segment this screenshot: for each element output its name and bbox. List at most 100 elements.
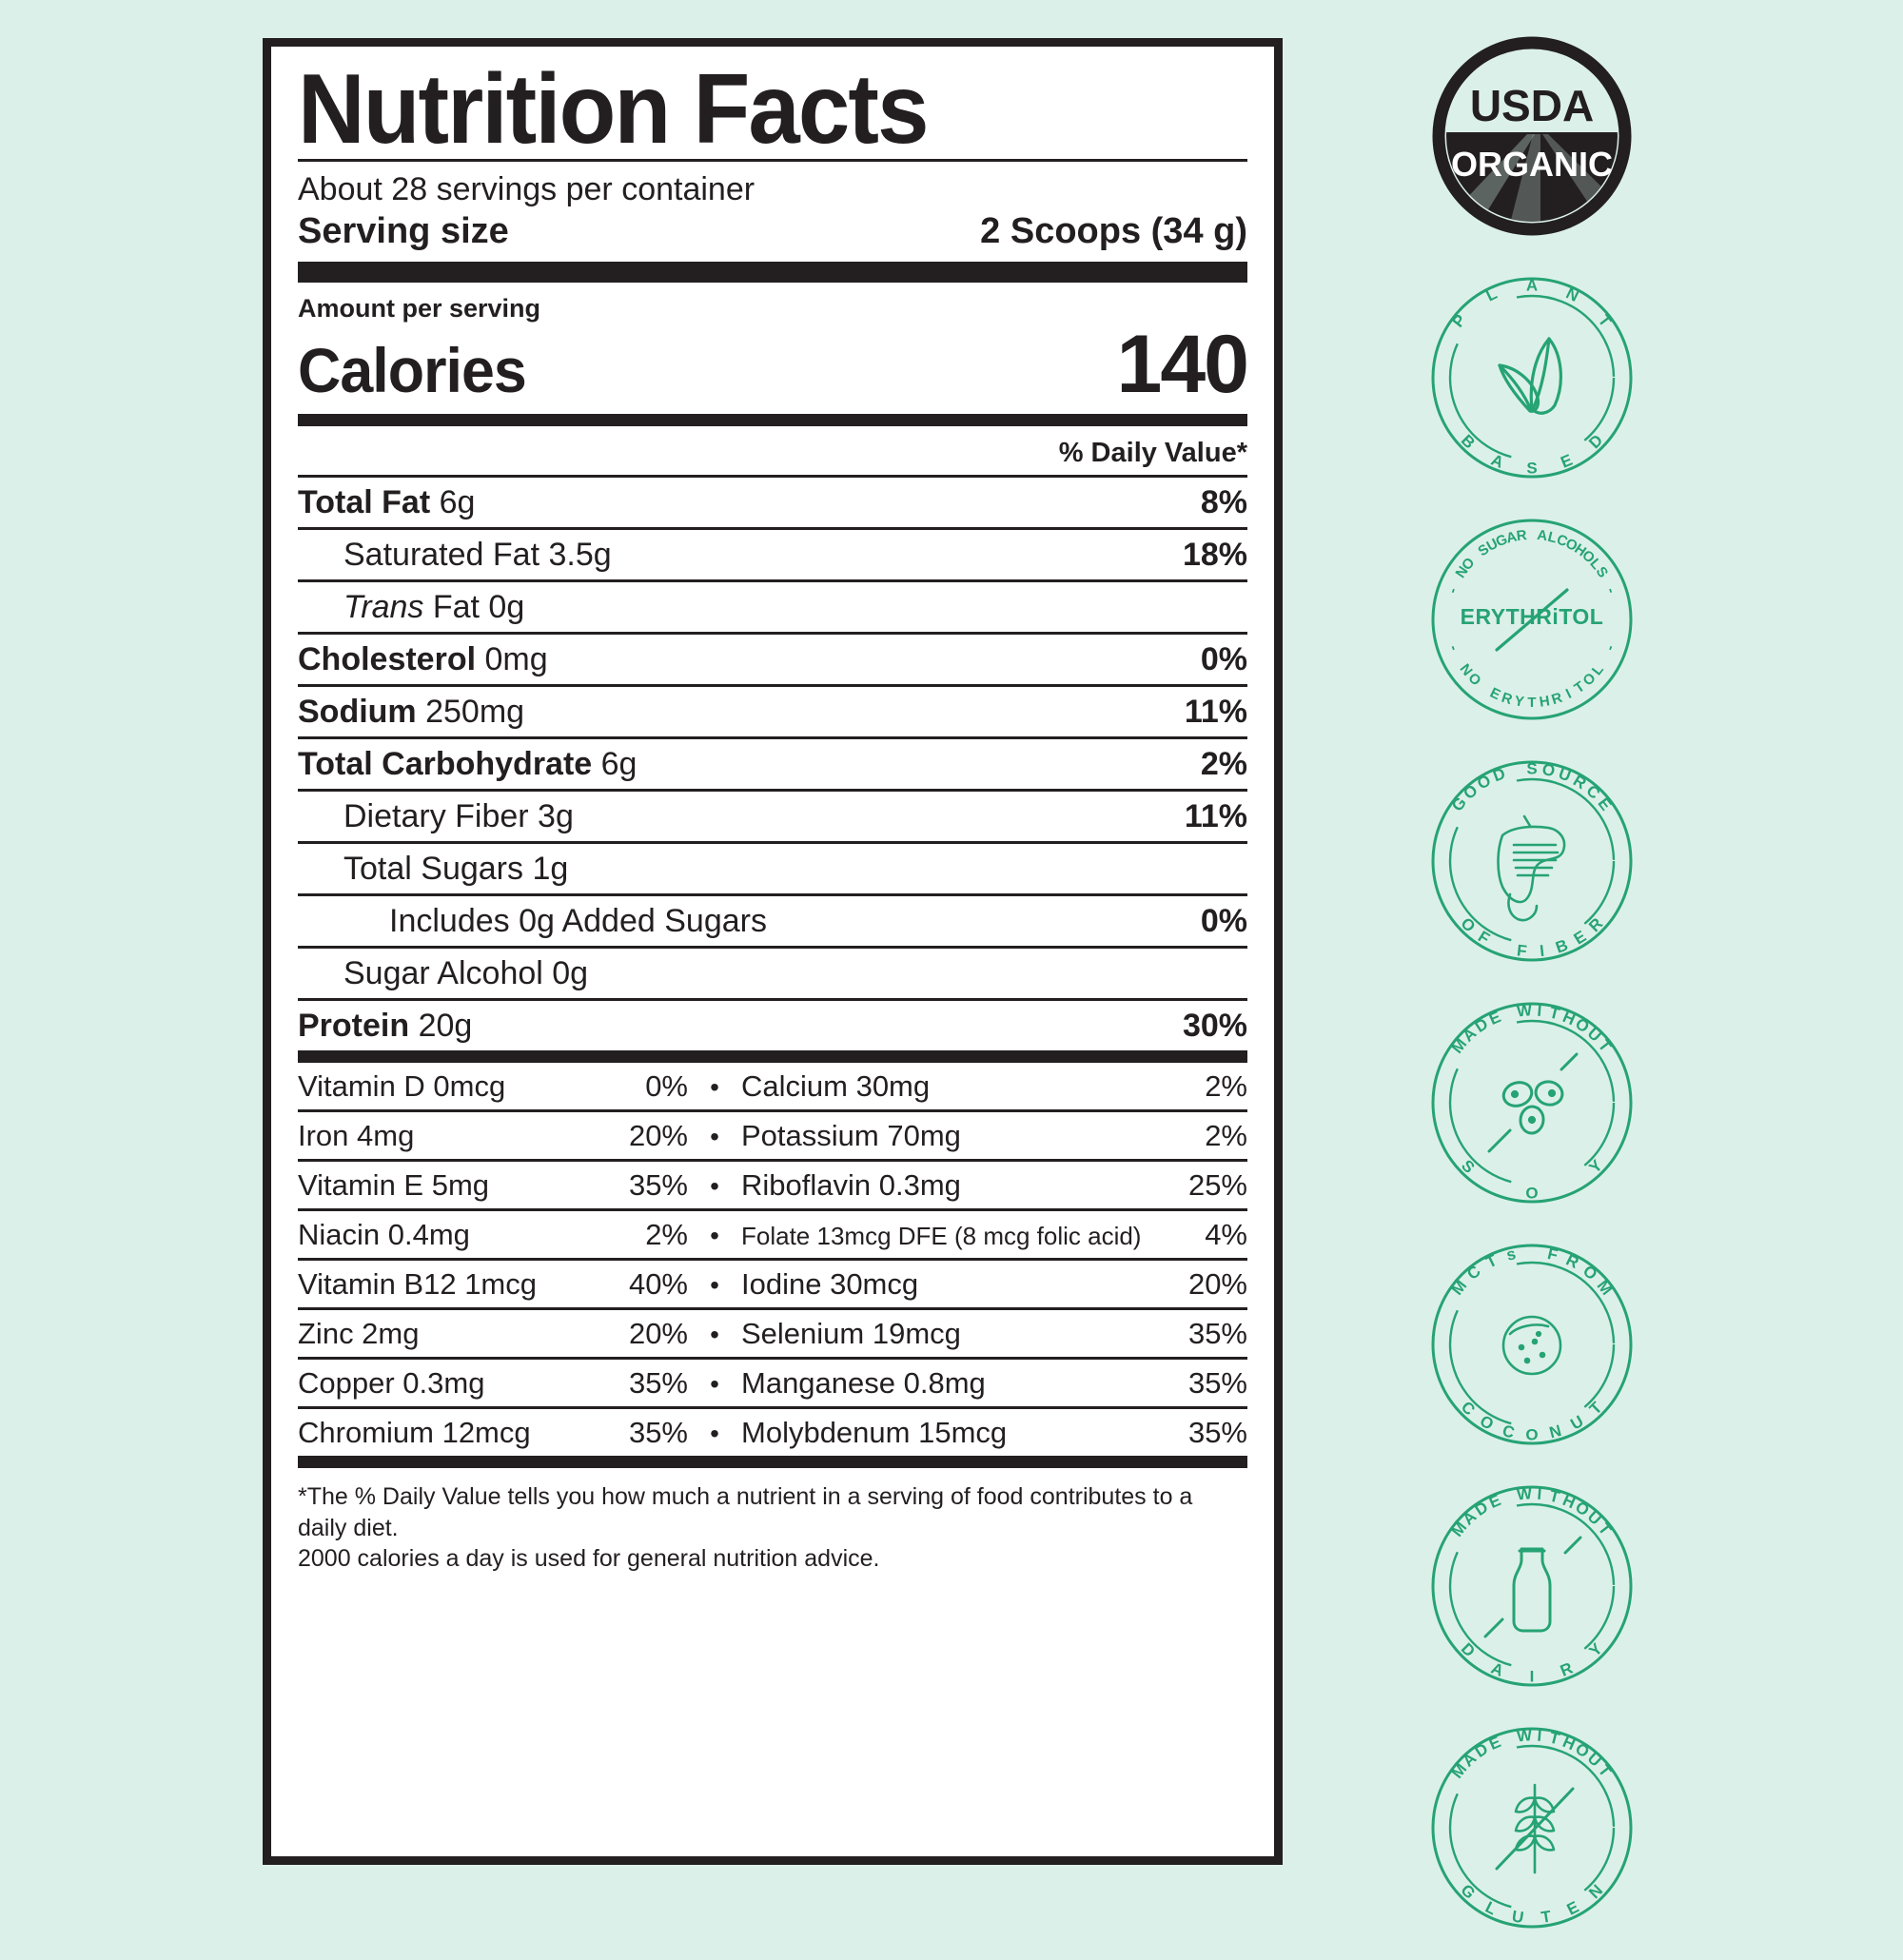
nutrient-name: Total Fat 6g bbox=[298, 484, 476, 521]
vitamin-pct-left: 35% bbox=[628, 1366, 688, 1401]
vitamin-pct-left: 2% bbox=[645, 1218, 688, 1252]
svg-text:B: B bbox=[1553, 936, 1570, 957]
vitamin-name-right: Calcium 30mg bbox=[741, 1069, 931, 1104]
leaf-icon: PL A NT BA S ED bbox=[1431, 276, 1633, 479]
footnote-line-2: 2000 calories a day is used for general … bbox=[298, 1545, 880, 1573]
nutrient-name: Cholesterol 0mg bbox=[298, 641, 548, 678]
svg-text:S: S bbox=[1526, 459, 1537, 477]
bullet-separator-icon: • bbox=[710, 1072, 719, 1103]
vitamin-name-left: Chromium 12mcg bbox=[298, 1416, 531, 1450]
title-divider bbox=[298, 158, 1247, 162]
nutrient-name: Protein 20g bbox=[298, 1008, 473, 1045]
bullet-separator-icon: • bbox=[710, 1221, 719, 1251]
medium-divider bbox=[298, 414, 1247, 427]
nutrient-name: Includes 0g Added Sugars bbox=[389, 903, 767, 940]
svg-text:C: C bbox=[1463, 1262, 1484, 1283]
vitamin-row: Iron 4mg 20% • Potassium 70mg 2% bbox=[298, 1109, 1247, 1159]
nutrient-daily-value: 18% bbox=[1182, 537, 1247, 574]
nutrient-daily-value: 0% bbox=[1200, 903, 1247, 940]
nutrient-row: Trans Fat 0g bbox=[298, 579, 1247, 632]
thick-divider-top bbox=[298, 262, 1247, 284]
vitamin-name-left: Vitamin D 0mcg bbox=[298, 1069, 506, 1104]
vitamin-name-right: Selenium 19mcg bbox=[741, 1317, 961, 1351]
nutrient-name: Trans Fat 0g bbox=[343, 589, 525, 626]
svg-text:S: S bbox=[1526, 759, 1537, 777]
svg-text:N: N bbox=[1585, 1881, 1606, 1902]
vitamin-name-right: Potassium 70mg bbox=[741, 1119, 961, 1153]
vitamin-pct-left: 40% bbox=[628, 1267, 688, 1302]
svg-text:O: O bbox=[1525, 1425, 1538, 1443]
svg-text:-: - bbox=[1602, 585, 1619, 596]
bullet-separator-icon: • bbox=[710, 1171, 719, 1202]
svg-text:E: E bbox=[1486, 1008, 1503, 1029]
amount-per-serving-label: Amount per serving bbox=[298, 294, 541, 323]
nutrient-daily-value: 2% bbox=[1200, 746, 1247, 783]
nutrient-daily-value: 30% bbox=[1182, 1008, 1247, 1045]
vitamin-row: Copper 0.3mg 35% • Manganese 0.8mg 35% bbox=[298, 1357, 1247, 1406]
svg-text:A: A bbox=[1526, 276, 1538, 294]
svg-text:R: R bbox=[1550, 690, 1565, 709]
svg-text:-: - bbox=[1601, 643, 1619, 654]
svg-text:ERYTHRiTOL: ERYTHRiTOL bbox=[1461, 604, 1604, 629]
svg-text:I: I bbox=[1537, 1727, 1542, 1745]
page-title: Nutrition Facts bbox=[298, 54, 929, 165]
nutrient-row: Dietary Fiber 3g 11% bbox=[298, 789, 1247, 841]
vitamin-name-right: Riboflavin 0.3mg bbox=[741, 1168, 961, 1203]
svg-text:G: G bbox=[1457, 1881, 1479, 1903]
vitamin-row: Vitamin D 0mcg 0% • Calcium 30mg 2% bbox=[298, 1063, 1247, 1109]
nutrient-row: Total Fat 6g 8% bbox=[298, 475, 1247, 527]
svg-text:USDA: USDA bbox=[1470, 81, 1594, 130]
svg-text:W: W bbox=[1516, 1484, 1534, 1503]
svg-text:D: D bbox=[1585, 431, 1606, 452]
servings-per-container: About 28 servings per container bbox=[298, 170, 755, 207]
calories-value: 140 bbox=[1116, 319, 1249, 411]
svg-text:-: - bbox=[1445, 643, 1462, 654]
calories-row: Calories 140 bbox=[298, 319, 1249, 414]
vitamin-pct-right: 35% bbox=[1187, 1317, 1247, 1351]
nutrient-row: Total Sugars 1g bbox=[298, 841, 1247, 893]
svg-text:G: G bbox=[1494, 531, 1510, 550]
svg-text:Y: Y bbox=[1585, 1156, 1606, 1177]
svg-text:H: H bbox=[1539, 693, 1551, 710]
vitamin-row: Vitamin B12 1mcg 40% • Iodine 30mcg 20% bbox=[298, 1258, 1247, 1307]
svg-text:O: O bbox=[1477, 1412, 1497, 1434]
svg-text:B: B bbox=[1458, 431, 1479, 452]
svg-text:I: I bbox=[1539, 942, 1545, 960]
vitamin-name-right: Folate 13mcg DFE (8 mcg folic acid) bbox=[741, 1222, 1142, 1251]
nutrient-name: Sugar Alcohol 0g bbox=[343, 955, 589, 992]
svg-text:D: D bbox=[1458, 1639, 1479, 1660]
vitamin-list: Vitamin D 0mcg 0% • Calcium 30mg 2% Iron 4mg 2… bbox=[298, 1063, 1247, 1456]
nutrient-daily-value: 8% bbox=[1200, 484, 1247, 521]
vitamin-pct-right: 25% bbox=[1187, 1168, 1247, 1203]
vitamin-name-left: Vitamin B12 1mcg bbox=[298, 1267, 537, 1302]
nutrient-name: Total Sugars 1g bbox=[343, 851, 569, 888]
svg-text:D: D bbox=[1490, 764, 1507, 785]
svg-text:Y: Y bbox=[1513, 693, 1524, 710]
nutrient-name: Saturated Fat 3.5g bbox=[343, 537, 612, 574]
footnote: *The % Daily Value tells you how much a … bbox=[298, 1468, 1247, 1575]
usda-organic-seal-icon: USDA ORGANIC bbox=[1432, 36, 1632, 236]
bullet-separator-icon: • bbox=[710, 1320, 719, 1350]
nutrient-daily-value: 11% bbox=[1184, 694, 1247, 731]
svg-text:C: C bbox=[1501, 1421, 1517, 1442]
vitamin-name-right: Iodine 30mcg bbox=[741, 1267, 919, 1302]
svg-text:O: O bbox=[1540, 760, 1556, 780]
svg-text:L: L bbox=[1483, 284, 1501, 305]
vitamin-pct-right: 2% bbox=[1205, 1119, 1247, 1153]
svg-text:T: T bbox=[1540, 1908, 1553, 1927]
vitamin-pct-right: 20% bbox=[1187, 1267, 1247, 1302]
serving-size-row: Serving size 2 Scoops (34 g) bbox=[298, 209, 1247, 262]
svg-text:ORGANIC: ORGANIC bbox=[1451, 145, 1613, 184]
svg-text:N: N bbox=[1547, 1421, 1563, 1442]
svg-text:R: R bbox=[1585, 914, 1606, 935]
vitamins-divider bbox=[298, 1050, 1247, 1064]
bullet-separator-icon: • bbox=[710, 1369, 719, 1400]
vitamin-name-left: Zinc 2mg bbox=[298, 1317, 420, 1351]
svg-text:E: E bbox=[1486, 1491, 1503, 1512]
